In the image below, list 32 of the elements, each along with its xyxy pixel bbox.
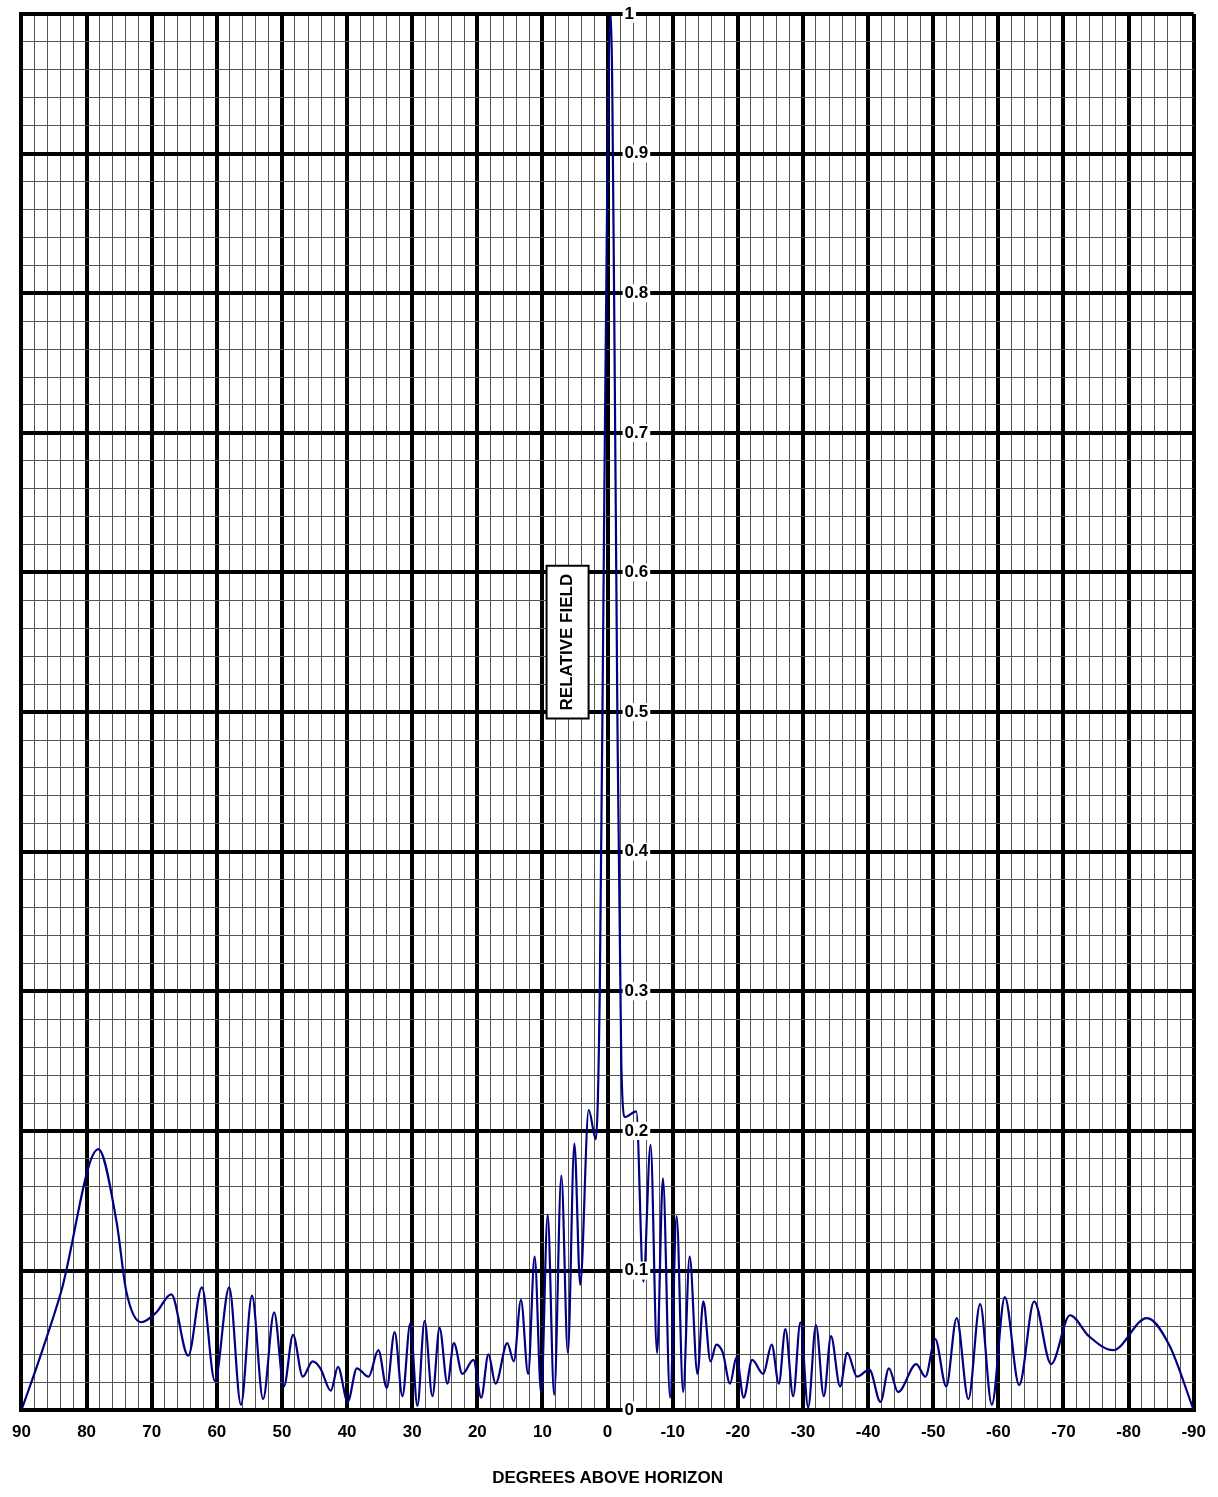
x-tick-label: -60 (986, 1422, 1011, 1442)
x-tick-label: 90 (11, 1422, 31, 1442)
y-tick-label: 0 (624, 1399, 635, 1419)
x-tick-label: 20 (467, 1422, 487, 1442)
y-tick-label: 0.5 (624, 701, 649, 721)
x-tick-label: 30 (402, 1422, 422, 1442)
x-tick-label: -50 (920, 1422, 946, 1442)
x-tick-label: 70 (142, 1422, 162, 1442)
y-tick-label: 0.4 (624, 841, 649, 861)
x-axis-title: DEGREES ABOVE HORIZON (492, 1468, 723, 1488)
y-tick-label: 0.2 (624, 1120, 649, 1140)
y-tick-label: 0.9 (624, 143, 649, 163)
x-tick-label: 80 (77, 1422, 97, 1442)
y-tick-label: 0.3 (624, 981, 649, 1001)
y-tick-label: 0.8 (624, 282, 649, 302)
x-tick-label: -20 (725, 1422, 751, 1442)
x-tick-label: 50 (272, 1422, 292, 1442)
x-tick-label: -90 (1181, 1422, 1206, 1442)
y-tick-label: 0.6 (624, 562, 649, 582)
y-tick-label: 0.1 (624, 1260, 649, 1280)
x-tick-label: -40 (855, 1422, 881, 1442)
x-tick-label: 10 (533, 1422, 552, 1442)
y-tick-label: 0.7 (624, 422, 649, 442)
x-tick-label: -70 (1051, 1422, 1076, 1442)
x-tick-label: -30 (790, 1422, 816, 1442)
y-tick-label: 1 (624, 3, 635, 23)
x-tick-label: 0 (602, 1422, 613, 1442)
x-tick-label: 40 (337, 1422, 357, 1442)
x-tick-label: -10 (660, 1422, 685, 1442)
x-tick-label: -80 (1116, 1422, 1141, 1442)
y-axis-title: RELATIVE FIELD (557, 573, 577, 711)
x-tick-label: 60 (207, 1422, 227, 1442)
